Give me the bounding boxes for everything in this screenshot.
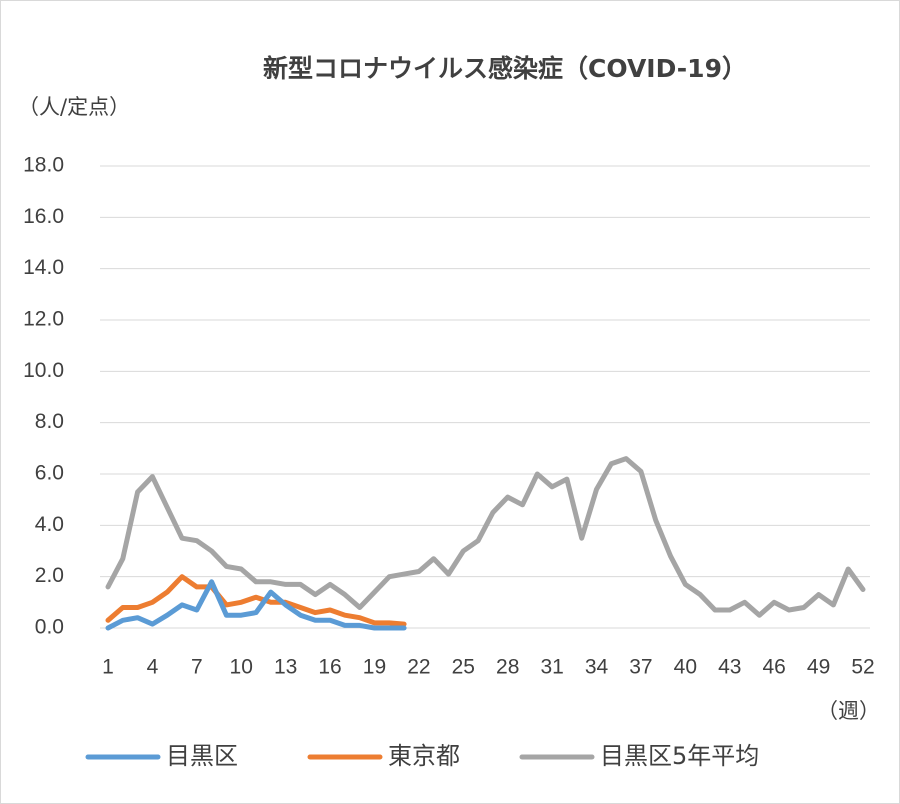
legend-label: 目黒区5年平均 [600, 742, 759, 770]
line-series [105, 579, 407, 631]
y-tick-label: 8.0 [35, 410, 64, 433]
x-tick-label: 28 [496, 656, 519, 679]
x-tick-label: 10 [230, 656, 253, 679]
y-tick-label: 14.0 [23, 256, 64, 279]
y-tick-label: 10.0 [23, 359, 64, 382]
x-tick-label: 52 [851, 656, 874, 679]
y-tick-label: 2.0 [35, 564, 64, 587]
x-tick-label: 25 [452, 656, 475, 679]
legend-label: 目黒区 [166, 742, 238, 770]
x-tick-label: 40 [674, 656, 697, 679]
y-tick-label: 12.0 [23, 308, 64, 331]
chart-title: 新型コロナウイルス感染症（COVID-19） [263, 54, 747, 83]
x-tick-label: 49 [807, 656, 830, 679]
x-axis-label: （週） [817, 699, 880, 723]
y-tick-label: 16.0 [23, 205, 64, 228]
x-tick-label: 22 [407, 656, 430, 679]
y-tick-label: 0.0 [35, 616, 64, 639]
x-tick-label: 1 [102, 656, 114, 679]
y-tick-label: 18.0 [23, 154, 64, 177]
x-tick-label: 37 [629, 656, 652, 679]
x-tick-label: 34 [585, 656, 609, 679]
y-axis-label: （人/定点） [18, 95, 130, 119]
x-tick-label: 4 [147, 656, 159, 679]
x-tick-label: 16 [318, 656, 341, 679]
legend-label: 東京都 [388, 742, 460, 770]
x-tick-label: 46 [762, 656, 785, 679]
line-series [105, 574, 407, 627]
y-tick-label: 4.0 [35, 513, 64, 536]
x-tick-label: 43 [718, 656, 741, 679]
x-tick-label: 31 [540, 656, 563, 679]
y-tick-label: 6.0 [35, 462, 64, 485]
x-tick-label: 13 [274, 656, 297, 679]
x-tick-label: 7 [191, 656, 203, 679]
x-tick-label: 19 [363, 656, 386, 679]
line-series [105, 456, 866, 618]
